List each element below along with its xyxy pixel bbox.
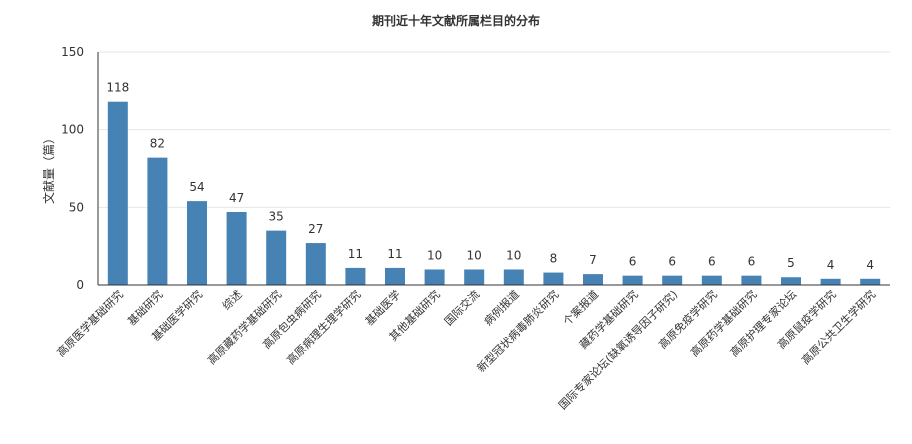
x-tick-label: 高原病理生理学研究: [284, 287, 364, 367]
bar: [662, 275, 683, 285]
x-tick-label: 病例报道: [481, 287, 522, 328]
y-tick-label: 0: [76, 278, 84, 292]
data-label: 10: [506, 248, 521, 262]
bar: [583, 274, 603, 285]
y-tick-label: 100: [61, 123, 84, 137]
bar: [860, 278, 881, 285]
bar: [226, 211, 247, 285]
x-tick-label: 个案报道: [560, 287, 601, 328]
data-label: 47: [229, 191, 244, 205]
bar: [187, 201, 207, 285]
x-tick-label: 高原医学基础研究: [54, 287, 126, 359]
data-label: 4: [866, 258, 874, 272]
bar: [385, 267, 405, 285]
data-label: 27: [308, 222, 323, 236]
x-tick-label: 高原护理专家论坛: [727, 287, 799, 359]
bar: [464, 269, 485, 285]
bar: [543, 272, 564, 285]
bar: [147, 157, 168, 285]
y-tick-label: 50: [69, 200, 84, 214]
data-label: 11: [348, 247, 363, 261]
data-label: 6: [708, 255, 716, 269]
data-label: 54: [189, 180, 204, 194]
data-label: 11: [387, 247, 402, 261]
data-label: 6: [668, 255, 676, 269]
bar: [424, 269, 445, 285]
data-label: 35: [269, 210, 284, 224]
data-label: 7: [589, 253, 597, 267]
data-label: 118: [106, 81, 129, 95]
bar: [305, 243, 326, 285]
bar: [107, 101, 128, 285]
data-label: 10: [467, 248, 482, 262]
data-label: 10: [427, 248, 442, 262]
x-tick-label: 国际交流: [441, 287, 482, 328]
grid-lines: [98, 51, 890, 208]
x-tick-label: 综述: [219, 287, 244, 312]
data-label: 4: [827, 258, 835, 272]
bar: [741, 275, 762, 285]
chart-title: 期刊近十年文献所属栏目的分布: [372, 13, 540, 28]
data-label: 82: [150, 137, 165, 151]
x-tick-label: 高原药学基础研究: [687, 287, 759, 359]
bar: [266, 230, 287, 285]
data-label: 8: [550, 252, 558, 266]
bar: [701, 275, 722, 285]
bar: [622, 275, 643, 285]
x-tick-label: 基础医学: [362, 287, 403, 328]
data-label: 6: [629, 255, 637, 269]
data-label: 6: [748, 255, 756, 269]
bar: [820, 278, 841, 285]
bar: [345, 267, 366, 285]
x-tick-label: 高原藏药学基础研究: [204, 287, 284, 367]
x-tick-label: 基础研究: [125, 287, 166, 328]
y-tick-label: 150: [61, 45, 84, 59]
data-label: 5: [787, 256, 795, 270]
bars: [107, 101, 881, 285]
y-axis-label: 文献量（篇）: [41, 132, 56, 204]
y-axis-ticks: 0 50 100 150: [61, 45, 84, 292]
bar: [503, 269, 524, 285]
bar: [781, 277, 801, 285]
x-tick-label: 高原公共卫生学研究: [798, 287, 878, 367]
